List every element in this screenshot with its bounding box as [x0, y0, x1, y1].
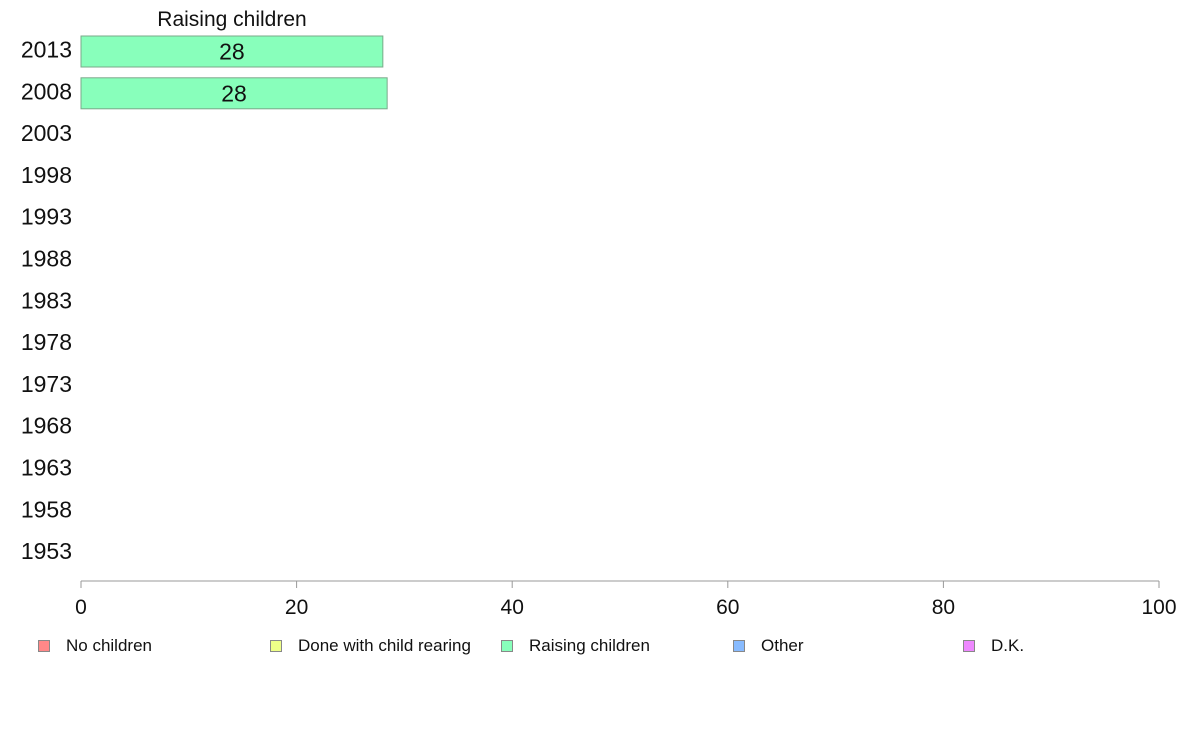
legend-swatch	[733, 640, 745, 652]
legend-item: Other	[733, 634, 804, 658]
x-tick-label: 0	[75, 596, 87, 619]
y-tick-label: 1963	[21, 455, 72, 481]
legend-swatch	[38, 640, 50, 652]
y-tick-label: 1973	[21, 371, 72, 397]
x-tick-label: 100	[1141, 596, 1176, 619]
legend-item: No children	[38, 634, 152, 658]
x-tick-label: 60	[716, 596, 739, 619]
legend: No children Done with child rearing Raisin…	[0, 634, 1188, 658]
x-tick-label: 20	[285, 596, 308, 619]
chart-title: Raising children	[157, 8, 306, 31]
x-tick-label: 80	[932, 596, 955, 619]
legend-label: Other	[761, 636, 804, 655]
y-tick-label: 1998	[21, 162, 72, 188]
legend-item: D.K.	[963, 634, 1024, 658]
bar	[80, 77, 388, 110]
bar	[80, 35, 384, 68]
y-tick-label: 2008	[21, 78, 72, 104]
legend-item: Done with child rearing	[270, 634, 471, 658]
legend-item: Raising children	[501, 634, 650, 658]
y-tick-label: 1983	[21, 287, 72, 313]
bar-value-label: 28	[221, 80, 247, 106]
y-tick-label: 2013	[21, 37, 72, 63]
legend-swatch	[963, 640, 975, 652]
year-labels-group: 2013 2008 2003 1998 1993 1988 1983 1978 1973 1968…	[21, 37, 72, 565]
y-tick-label: 1978	[21, 329, 72, 355]
legend-label: Done with child rearing	[298, 636, 471, 655]
legend-label: No children	[66, 636, 152, 655]
x-tick-label: 40	[501, 596, 524, 619]
legend-swatch	[270, 640, 282, 652]
bars-group: 28 28	[80, 35, 388, 110]
legend-label: D.K.	[991, 636, 1025, 655]
x-ticks-group: 0 20 40 60 80 100	[75, 581, 1177, 619]
y-tick-label: 1993	[21, 204, 72, 230]
y-tick-label: 1953	[21, 538, 72, 564]
y-tick-label: 1958	[21, 496, 72, 522]
legend-swatch	[501, 640, 513, 652]
bar-value-label: 28	[219, 39, 245, 65]
y-tick-label: 1988	[21, 246, 72, 272]
legend-label: Raising children	[529, 636, 650, 655]
y-tick-label: 1968	[21, 413, 72, 439]
y-tick-label: 2003	[21, 120, 72, 146]
bar-chart: Raising children 28 28 2013 2008 2003 1998 19…	[21, 8, 1177, 619]
